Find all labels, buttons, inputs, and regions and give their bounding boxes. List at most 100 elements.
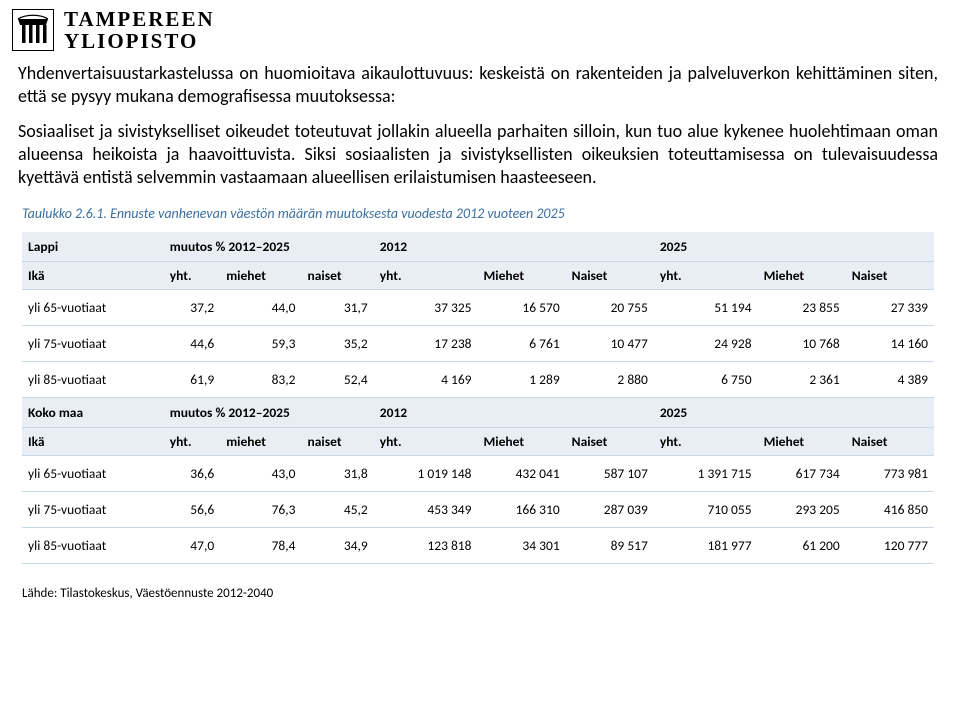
value-cell: 587 107 <box>566 456 654 492</box>
col-label: yht. <box>374 262 478 290</box>
value-cell: 37,2 <box>164 290 220 326</box>
table-row: yli 85-vuotiaat47,078,434,9123 81834 301… <box>22 528 934 564</box>
value-cell: 6 750 <box>654 362 758 398</box>
row-label: yli 75-vuotiaat <box>22 492 164 528</box>
age-label: Ikä <box>22 428 164 456</box>
value-cell: 123 818 <box>374 528 478 564</box>
col-label: Miehet <box>478 262 566 290</box>
value-cell: 34,9 <box>302 528 374 564</box>
col-label: Miehet <box>758 262 846 290</box>
year-label: 2025 <box>654 398 934 428</box>
year-label: 2012 <box>374 232 654 262</box>
col-label: Naiset <box>566 428 654 456</box>
intro-text: Yhdenvertaisuustarkastelussa on huomioit… <box>0 56 960 203</box>
logo-line2: YLIOPISTO <box>64 30 215 52</box>
value-cell: 34 301 <box>478 528 566 564</box>
value-cell: 2 880 <box>566 362 654 398</box>
value-cell: 59,3 <box>220 326 301 362</box>
col-label: miehet <box>220 262 301 290</box>
value-cell: 293 205 <box>758 492 846 528</box>
col-label: miehet <box>220 428 301 456</box>
col-label: yht. <box>164 262 220 290</box>
col-label: Naiset <box>846 428 934 456</box>
table-caption: Taulukko 2.6.1. Ennuste vanhenevan väest… <box>0 203 960 232</box>
col-label: yht. <box>374 428 478 456</box>
value-cell: 61,9 <box>164 362 220 398</box>
row-label: yli 85-vuotiaat <box>22 362 164 398</box>
col-label: Naiset <box>846 262 934 290</box>
col-label: Miehet <box>758 428 846 456</box>
value-cell: 432 041 <box>478 456 566 492</box>
value-cell: 43,0 <box>220 456 301 492</box>
value-cell: 17 238 <box>374 326 478 362</box>
value-cell: 181 977 <box>654 528 758 564</box>
value-cell: 76,3 <box>220 492 301 528</box>
col-label: yht. <box>654 262 758 290</box>
col-label: yht. <box>654 428 758 456</box>
value-cell: 14 160 <box>846 326 934 362</box>
value-cell: 617 734 <box>758 456 846 492</box>
col-label: naiset <box>302 262 374 290</box>
table-header-row: Lappimuutos % 2012–202520122025 <box>22 232 934 262</box>
value-cell: 6 761 <box>478 326 566 362</box>
intro-paragraph-2: Sosiaaliset ja sivistykselliset oikeudet… <box>18 120 938 189</box>
value-cell: 31,7 <box>302 290 374 326</box>
region-label: Lappi <box>22 232 164 262</box>
value-cell: 120 777 <box>846 528 934 564</box>
logo-line1: TAMPEREEN <box>64 8 215 30</box>
age-label: Ikä <box>22 262 164 290</box>
value-cell: 10 768 <box>758 326 846 362</box>
intro-paragraph-1: Yhdenvertaisuustarkastelussa on huomioit… <box>18 62 938 108</box>
value-cell: 44,0 <box>220 290 301 326</box>
value-cell: 23 855 <box>758 290 846 326</box>
table-subheader-row: Ikäyht.miehetnaisetyht.MiehetNaisetyht.M… <box>22 428 934 456</box>
value-cell: 37 325 <box>374 290 478 326</box>
value-cell: 2 361 <box>758 362 846 398</box>
value-cell: 83,2 <box>220 362 301 398</box>
value-cell: 35,2 <box>302 326 374 362</box>
value-cell: 61 200 <box>758 528 846 564</box>
table-header-row: Koko maamuutos % 2012–202520122025 <box>22 398 934 428</box>
value-cell: 287 039 <box>566 492 654 528</box>
value-cell: 16 570 <box>478 290 566 326</box>
value-cell: 166 310 <box>478 492 566 528</box>
logo-text: TAMPEREEN YLIOPISTO <box>64 8 215 52</box>
value-cell: 36,6 <box>164 456 220 492</box>
value-cell: 52,4 <box>302 362 374 398</box>
value-cell: 4 169 <box>374 362 478 398</box>
col-label: Miehet <box>478 428 566 456</box>
value-cell: 416 850 <box>846 492 934 528</box>
value-cell: 1 019 148 <box>374 456 478 492</box>
value-cell: 24 928 <box>654 326 758 362</box>
value-cell: 1 289 <box>478 362 566 398</box>
col-label: yht. <box>164 428 220 456</box>
region-label: Koko maa <box>22 398 164 428</box>
value-cell: 453 349 <box>374 492 478 528</box>
row-label: yli 85-vuotiaat <box>22 528 164 564</box>
value-cell: 78,4 <box>220 528 301 564</box>
value-cell: 31,8 <box>302 456 374 492</box>
value-cell: 89 517 <box>566 528 654 564</box>
value-cell: 27 339 <box>846 290 934 326</box>
value-cell: 4 389 <box>846 362 934 398</box>
table-row: yli 65-vuotiaat37,244,031,737 32516 570 2… <box>22 290 934 326</box>
value-cell: 10 477 <box>566 326 654 362</box>
col-label: Naiset <box>566 262 654 290</box>
change-label: muutos % 2012–2025 <box>164 232 374 262</box>
col-label: naiset <box>302 428 374 456</box>
row-label: yli 65-vuotiaat <box>22 290 164 326</box>
year-label: 2012 <box>374 398 654 428</box>
year-label: 2025 <box>654 232 934 262</box>
change-label: muutos % 2012–2025 <box>164 398 374 428</box>
value-cell: 773 981 <box>846 456 934 492</box>
row-label: yli 65-vuotiaat <box>22 456 164 492</box>
value-cell: 47,0 <box>164 528 220 564</box>
value-cell: 56,6 <box>164 492 220 528</box>
table-wrapper: Lappimuutos % 2012–202520122025Ikäyht.mi… <box>0 232 960 564</box>
table-subheader-row: Ikäyht.miehetnaisetyht.MiehetNaisetyht.M… <box>22 262 934 290</box>
table-source: Lähde: Tilastokeskus, Väestöennuste 2012… <box>0 564 960 601</box>
table-row: yli 85-vuotiaat61,983,252,44 1691 2892 8… <box>22 362 934 398</box>
value-cell: 51 194 <box>654 290 758 326</box>
value-cell: 710 055 <box>654 492 758 528</box>
logo-area: TAMPEREEN YLIOPISTO <box>0 0 960 56</box>
